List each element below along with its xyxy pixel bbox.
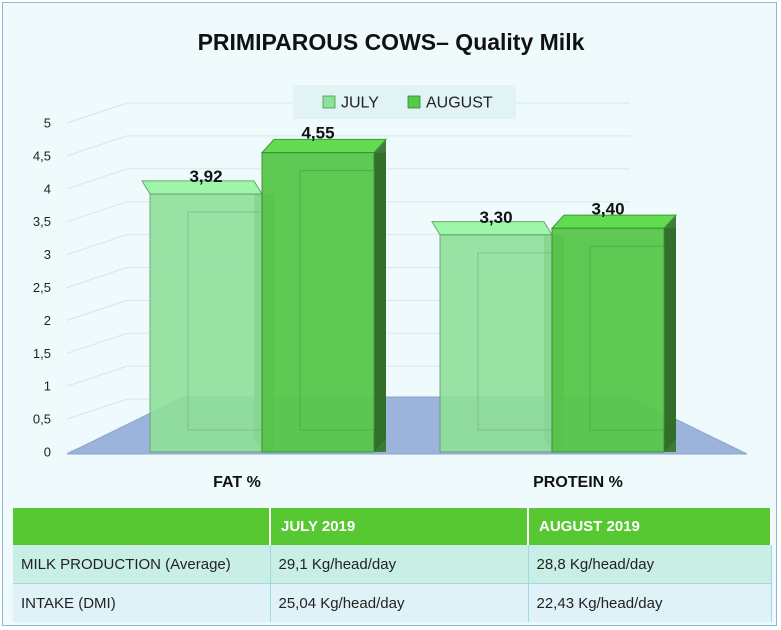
gridline	[66, 168, 128, 190]
bars	[141, 138, 678, 453]
y-tick-label: 0,5	[33, 412, 51, 427]
y-tick-label: 3	[44, 247, 51, 262]
x-category-label: FAT %	[213, 474, 261, 491]
table-cell: 25,04 Kg/head/day	[270, 583, 529, 622]
legend: JULY AUGUST	[293, 85, 516, 119]
data-label: 3,40	[591, 199, 624, 218]
gridline	[66, 135, 128, 157]
bar-chart: PRIMIPAROUS COWS– Quality Milk 0 0,5 1 1,5 2…	[33, 29, 748, 491]
chart-title: PRIMIPAROUS COWS– Quality Milk	[198, 29, 585, 55]
y-tick-label: 4	[44, 181, 51, 196]
table-cell: 28,8 Kg/head/day	[528, 545, 772, 584]
gridline	[66, 299, 128, 321]
y-tick-label: 1,5	[33, 346, 51, 361]
table-cell: INTAKE (DMI)	[13, 583, 271, 622]
y-tick-label: 1	[44, 379, 51, 394]
bar-inner-edge	[299, 170, 375, 431]
x-category-label: PROTEIN %	[533, 474, 623, 491]
y-tick-label: 4,5	[33, 148, 51, 163]
legend-label-august: AUGUST	[426, 95, 493, 112]
table-row: INTAKE (DMI) 25,04 Kg/head/day 22,43 Kg/…	[13, 583, 772, 622]
gridline	[66, 332, 128, 354]
table-cell: 29,1 Kg/head/day	[270, 545, 529, 584]
y-tick-label: 3,5	[33, 214, 51, 229]
table-header-cell: AUGUST 2019	[528, 508, 772, 545]
bar-side-depth	[664, 215, 676, 452]
legend-label-july: JULY	[341, 95, 379, 112]
bar-front	[439, 234, 553, 453]
bar	[260, 138, 388, 453]
gridline	[66, 234, 128, 256]
legend-swatch-july	[322, 95, 336, 109]
bar-front	[149, 193, 263, 453]
gridline	[66, 267, 128, 288]
table-row: MILK PRODUCTION (Average) 29,1 Kg/head/d…	[13, 545, 772, 584]
gridline	[66, 102, 128, 124]
y-tick-label: 0	[44, 445, 51, 460]
table-header-row: JULY 2019 AUGUST 2019	[13, 508, 772, 545]
data-label: 3,92	[189, 167, 222, 186]
data-table: JULY 2019 AUGUST 2019 MILK PRODUCTION (A…	[13, 508, 772, 622]
bar	[550, 214, 678, 453]
data-label: 3,30	[479, 208, 512, 227]
bar-front	[551, 227, 665, 453]
y-axis: 0 0,5 1 1,5 2 2,5 3 3,5 4 4,5 5	[33, 116, 51, 460]
data-label: 4,55	[301, 124, 334, 143]
y-tick-label: 2,5	[33, 280, 51, 295]
bar-front	[261, 152, 375, 453]
gridline	[66, 201, 128, 223]
table-cell: 22,43 Kg/head/day	[528, 583, 772, 622]
data-labels: 3,92 4,55 3,30 3,40	[189, 124, 624, 227]
bar	[141, 180, 274, 453]
bar-side-depth	[374, 139, 386, 452]
table-cell: MILK PRODUCTION (Average)	[13, 545, 271, 584]
table-header-cell: JULY 2019	[270, 508, 529, 545]
y-tick-label: 2	[44, 313, 51, 328]
bar	[431, 221, 564, 453]
legend-swatch-august	[407, 95, 421, 109]
bar-inner-edge	[589, 245, 665, 431]
y-tick-label: 5	[44, 116, 51, 131]
table-header-cell	[13, 508, 271, 545]
gridline	[66, 398, 128, 420]
x-axis: FAT % PROTEIN %	[213, 474, 623, 491]
gridline	[66, 365, 128, 387]
